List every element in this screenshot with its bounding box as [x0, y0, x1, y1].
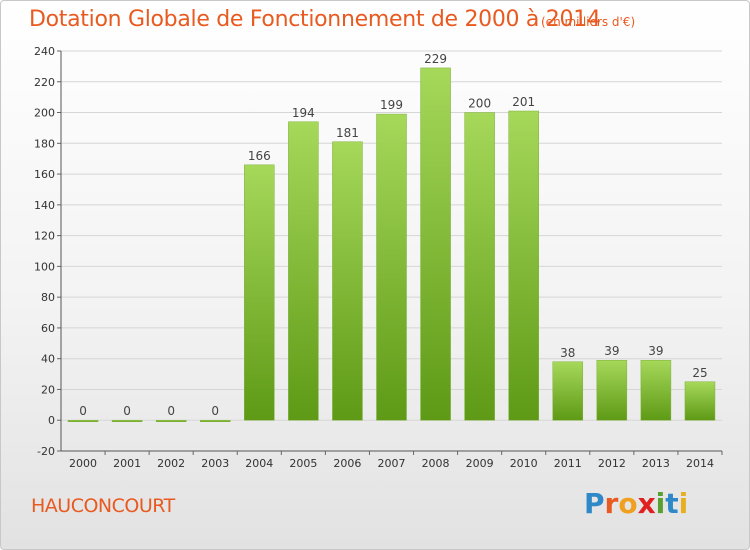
y-tick-label: 120	[34, 230, 55, 243]
bar-2011	[552, 361, 584, 421]
bar-2012	[596, 359, 628, 421]
data-label-2011: 38	[560, 346, 575, 360]
data-label-2000: 0	[79, 404, 87, 418]
y-tick-label: 180	[34, 137, 55, 150]
y-tick-label: 100	[34, 260, 55, 273]
data-label-2003: 0	[211, 404, 219, 418]
logo-letter: t	[665, 487, 679, 520]
data-label-2010: 201	[512, 95, 535, 109]
bars	[67, 67, 716, 422]
chart-title: Dotation Globale de Fonctionnement de 20…	[29, 7, 601, 32]
data-label-2002: 0	[167, 404, 175, 418]
bar-2002	[155, 419, 187, 422]
y-tick-label: 200	[34, 107, 55, 120]
x-tick-label: 2005	[289, 457, 317, 470]
data-label-2008: 229	[424, 52, 447, 66]
chart-unit: (en milliers d'€)	[541, 15, 636, 29]
y-tick-label: 20	[41, 383, 55, 396]
y-tick-label: 220	[34, 76, 55, 89]
bar-2006	[332, 141, 363, 421]
data-label-2005: 194	[292, 106, 315, 120]
logo-letter: i	[655, 487, 666, 520]
logo-letter: i	[678, 487, 689, 520]
data-label-2014: 25	[692, 366, 707, 380]
bar-2008	[420, 67, 451, 421]
x-tick-label: 2008	[422, 457, 450, 470]
data-label-2007: 199	[380, 98, 403, 112]
data-labels: 2000 0 2001 0 2002 0 2003 0 2004 166 2005 194 2006 18…	[69, 52, 714, 470]
x-tick-label: 2011	[554, 457, 582, 470]
proxiti-logo: Proxiti	[584, 487, 688, 520]
axes: -20 0 20 40 60 80 100 120 140 160 180 200 220 240	[34, 45, 723, 458]
bar-2001	[111, 419, 143, 422]
data-label-2013: 39	[648, 344, 663, 358]
logo-letter: o	[618, 487, 638, 520]
x-tick-label: 2007	[378, 457, 406, 470]
logo-letter: r	[604, 487, 619, 520]
x-tick-label: 2006	[333, 457, 361, 470]
y-tick-label: 160	[34, 168, 55, 181]
bar-2009	[464, 112, 495, 421]
bar-2010	[508, 110, 539, 421]
y-tick-label: -20	[37, 445, 55, 458]
x-tick-label: 2003	[201, 457, 229, 470]
data-label-2006: 181	[336, 126, 359, 140]
y-tick-label: 140	[34, 199, 55, 212]
bar-2014	[684, 381, 716, 421]
y-tick-label: 0	[48, 414, 55, 427]
x-tick-label: 2000	[69, 457, 97, 470]
y-tick-label: 40	[41, 353, 55, 366]
x-tick-label: 2010	[510, 457, 538, 470]
bar-2000	[67, 419, 99, 422]
x-tick-label: 2013	[642, 457, 670, 470]
bar-2003	[199, 419, 231, 422]
bar-2013	[640, 359, 672, 421]
bar-2007	[376, 113, 407, 421]
data-label-2009: 200	[468, 97, 491, 111]
y-tick-label: 60	[41, 322, 55, 335]
x-tick-label: 2001	[113, 457, 141, 470]
x-tick-label: 2014	[686, 457, 714, 470]
logo-letter: x	[637, 487, 656, 520]
y-tick-label: 240	[34, 45, 55, 58]
data-label-2012: 39	[604, 344, 619, 358]
x-tick-label: 2009	[466, 457, 494, 470]
bar-2005	[288, 121, 319, 421]
data-label-2004: 166	[248, 149, 271, 163]
bar-2004	[244, 164, 275, 421]
commune-name: HAUCONCOURT	[31, 495, 175, 517]
data-label-2001: 0	[123, 404, 131, 418]
x-tick-label: 2002	[157, 457, 185, 470]
x-tick-label: 2012	[598, 457, 626, 470]
y-tick-label: 80	[41, 291, 55, 304]
logo-letter: P	[584, 487, 605, 520]
x-tick-label: 2004	[245, 457, 273, 470]
